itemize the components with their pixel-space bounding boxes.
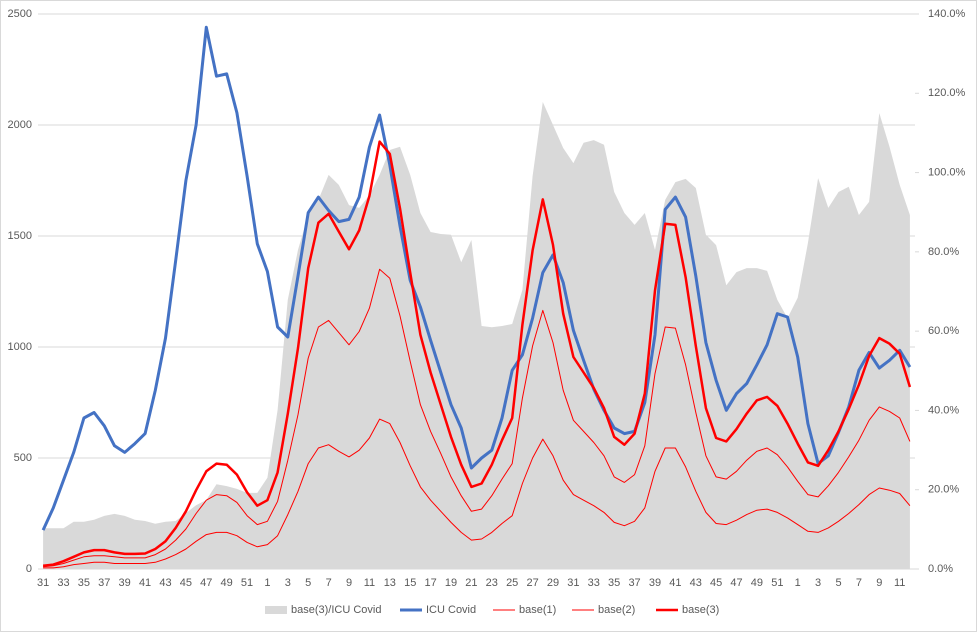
line [43,418,911,569]
x-tick-label: 23 [486,577,498,589]
x-tick-label: 37 [98,577,110,589]
x-tick-label: 13 [384,577,396,589]
x-tick-label: 45 [180,577,192,589]
x-tick-label: 7 [326,577,332,589]
x-tick-label: 43 [690,577,702,589]
x-tick-label: 33 [588,577,600,589]
x-tick-label: 11 [364,577,375,589]
x-tick-label: 51 [241,577,253,589]
y-tick-label: 0 [26,563,32,575]
x-tick-label: 27 [526,577,538,589]
y2-tick-label: 80.0% [928,246,959,258]
y2-tick-label: 0.0% [928,563,953,575]
x-tick-label: 47 [200,577,212,589]
legend-label: ICU Covid [426,604,476,616]
x-tick-label: 45 [710,577,722,589]
x-tick-label: 25 [506,577,518,589]
x-tick-label: 3 [285,577,291,589]
x-tick-label: 19 [445,577,457,589]
x-tick-label: 43 [159,577,171,589]
legend-label: base(3)/ICU Covid [291,604,381,616]
y-tick-label: 1000 [8,341,32,353]
x-tick-label: 9 [876,577,882,589]
y2-tick-label: 100.0% [928,166,966,178]
x-tick-label: 17 [424,577,436,589]
x-tick-label: 21 [465,577,477,589]
y-tick-label: 2500 [8,8,32,20]
y2-tick-label: 40.0% [928,404,959,416]
y2-tick-label: 60.0% [928,325,959,337]
y-tick-label: 2000 [8,119,32,131]
legend-label: base(3) [682,604,719,616]
x-tick-label: 41 [139,577,151,589]
x-tick-label: 47 [730,577,742,589]
line [41,25,912,531]
x-tick-label: 39 [649,577,661,589]
x-tick-label: 39 [119,577,131,589]
plot-area [41,25,912,569]
x-tick-label: 33 [57,577,69,589]
x-tick-label: 35 [78,577,90,589]
legend: base(3)/ICU Covid ICU Covid base(1) base(2)… [265,604,719,616]
y2-tick-label: 20.0% [928,484,959,496]
legend-swatch [265,606,287,614]
line [42,140,912,567]
x-tick-label: 5 [305,577,311,589]
x-tick-label: 3 [815,577,821,589]
x-tick-label: 37 [628,577,640,589]
x-tick-label: 41 [669,577,681,589]
line [43,268,911,568]
y-tick-label: 500 [14,452,32,464]
x-tick-label: 15 [404,577,416,589]
x-tick-label: 51 [771,577,783,589]
x-tick-label: 31 [567,577,579,589]
x-tick-label: 49 [221,577,233,589]
x-tick-label: 29 [547,577,559,589]
x-tick-label: 9 [346,577,352,589]
x-tick-label: 31 [37,577,49,589]
x-tick-label: 7 [856,577,862,589]
y2-tick-label: 120.0% [928,87,966,99]
area [43,102,910,569]
y-tick-label: 1500 [8,230,32,242]
x-tick-label: 49 [751,577,763,589]
x-tick-label: 1 [264,577,270,589]
x-tick-label: 11 [894,577,905,589]
x-tick-label: 5 [835,577,841,589]
x-tick-label: 35 [608,577,620,589]
x-tick-label: 1 [795,577,801,589]
legend-label: base(1) [519,604,556,616]
legend-label: base(2) [598,604,635,616]
y2-tick-label: 140.0% [928,8,966,20]
